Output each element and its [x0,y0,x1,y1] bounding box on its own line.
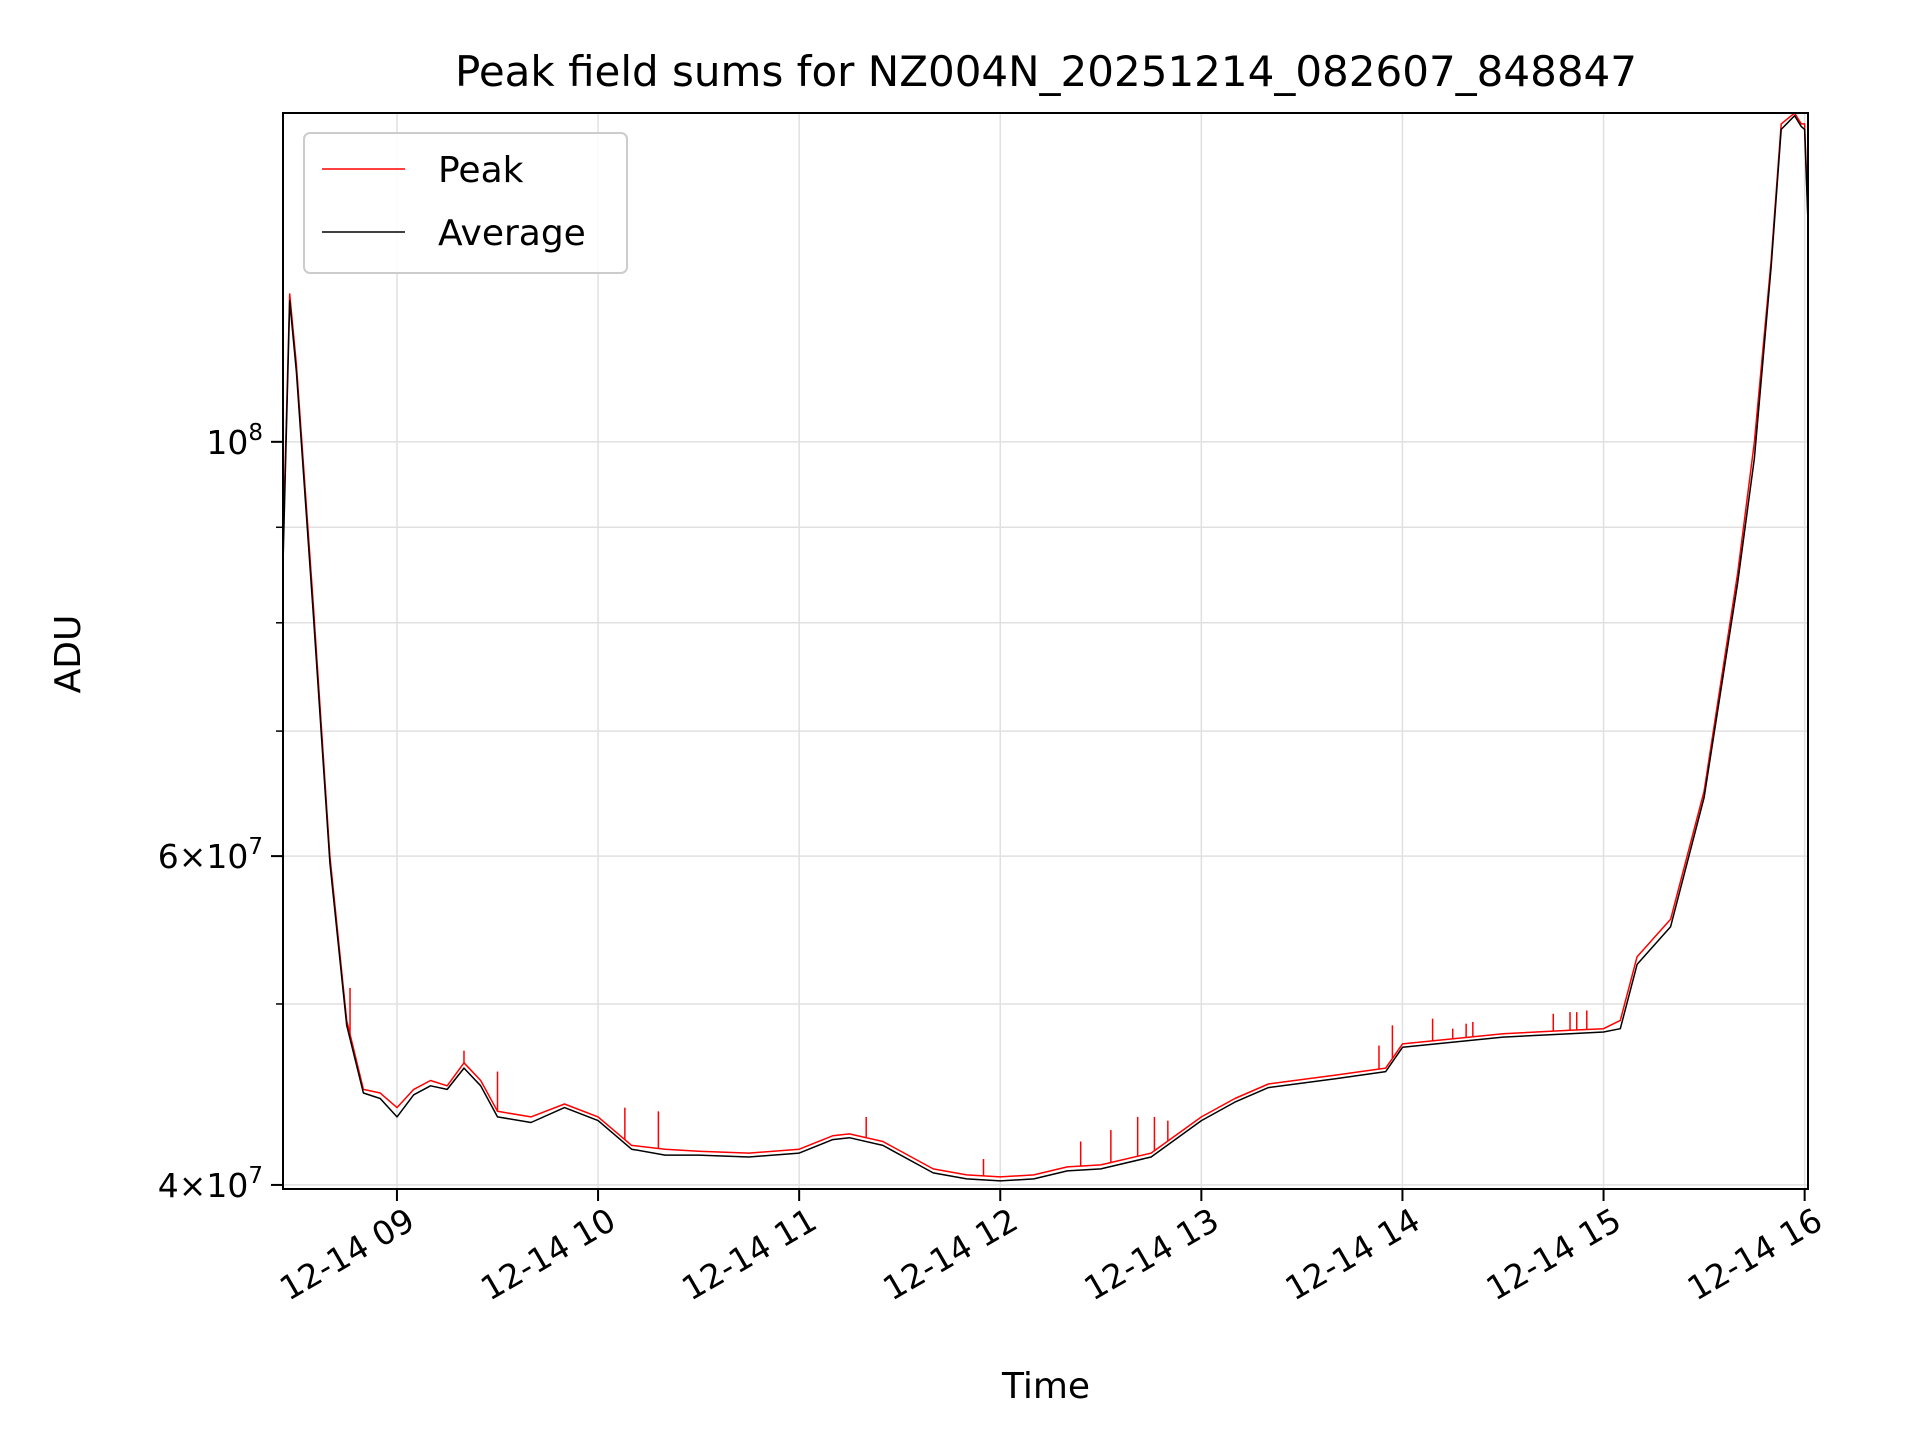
y-tick-label: 108 [206,420,263,462]
average-series-line [283,114,1808,1182]
grid [283,113,1808,1189]
legend-average-label: Average [438,213,586,254]
legend-box [303,132,628,274]
x-axis-label: Time [1001,1366,1090,1407]
y-axis-label: ADU [48,615,89,694]
plot-frame [282,112,1809,1190]
peak-series-line [283,113,1808,1178]
legend-peak-label: Peak [438,150,524,191]
y-tick-label: 4×107 [158,1163,263,1205]
chart-title: Peak field sums for NZ004N_20251214_0826… [455,47,1637,96]
legend: Peak Average [303,132,628,274]
plot-lines [283,113,1808,1182]
y-tick-label: 6×107 [158,834,263,876]
